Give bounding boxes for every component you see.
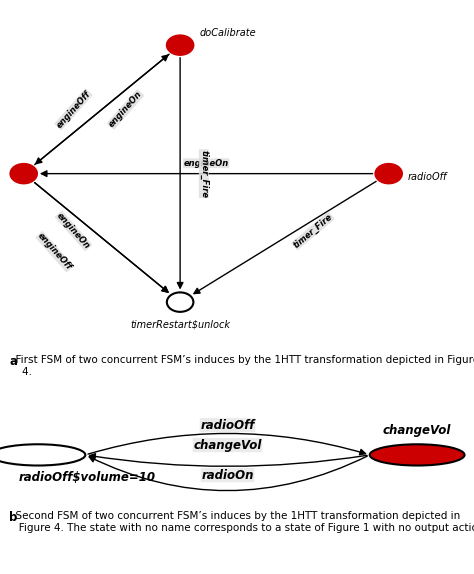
Text: a: a xyxy=(9,355,18,369)
Text: timer_Fire: timer_Fire xyxy=(292,212,334,250)
Text: engineOff: engineOff xyxy=(55,89,92,130)
Text: Second FSM of two concurrent FSM’s induces by the 1HTT transformation depicted i: Second FSM of two concurrent FSM’s induc… xyxy=(9,511,474,533)
Circle shape xyxy=(10,164,37,183)
Text: timer_Fire: timer_Fire xyxy=(199,150,209,197)
Text: engineOff: engineOff xyxy=(36,231,73,272)
Circle shape xyxy=(375,164,402,183)
Text: engineOn: engineOn xyxy=(55,211,92,251)
Text: changeVol: changeVol xyxy=(383,424,451,437)
Circle shape xyxy=(167,292,193,312)
Text: radioOff$volume=10: radioOff$volume=10 xyxy=(19,471,156,484)
Text: changeVol: changeVol xyxy=(193,439,262,452)
Circle shape xyxy=(370,444,465,466)
Text: radioOff: radioOff xyxy=(408,172,447,182)
Text: First FSM of two concurrent FSM’s induces by the 1HTT transformation depicted in: First FSM of two concurrent FSM’s induce… xyxy=(9,355,474,377)
Text: radioOff: radioOff xyxy=(201,418,255,432)
Circle shape xyxy=(0,444,85,466)
Text: engineOn: engineOn xyxy=(107,90,144,129)
Text: b: b xyxy=(9,511,18,524)
Circle shape xyxy=(167,36,193,55)
Text: doCalibrate: doCalibrate xyxy=(199,28,255,38)
Text: timerRestart$unlock: timerRestart$unlock xyxy=(130,320,230,329)
Text: radioOn: radioOn xyxy=(201,468,254,482)
Text: engineOn: engineOn xyxy=(183,159,229,168)
